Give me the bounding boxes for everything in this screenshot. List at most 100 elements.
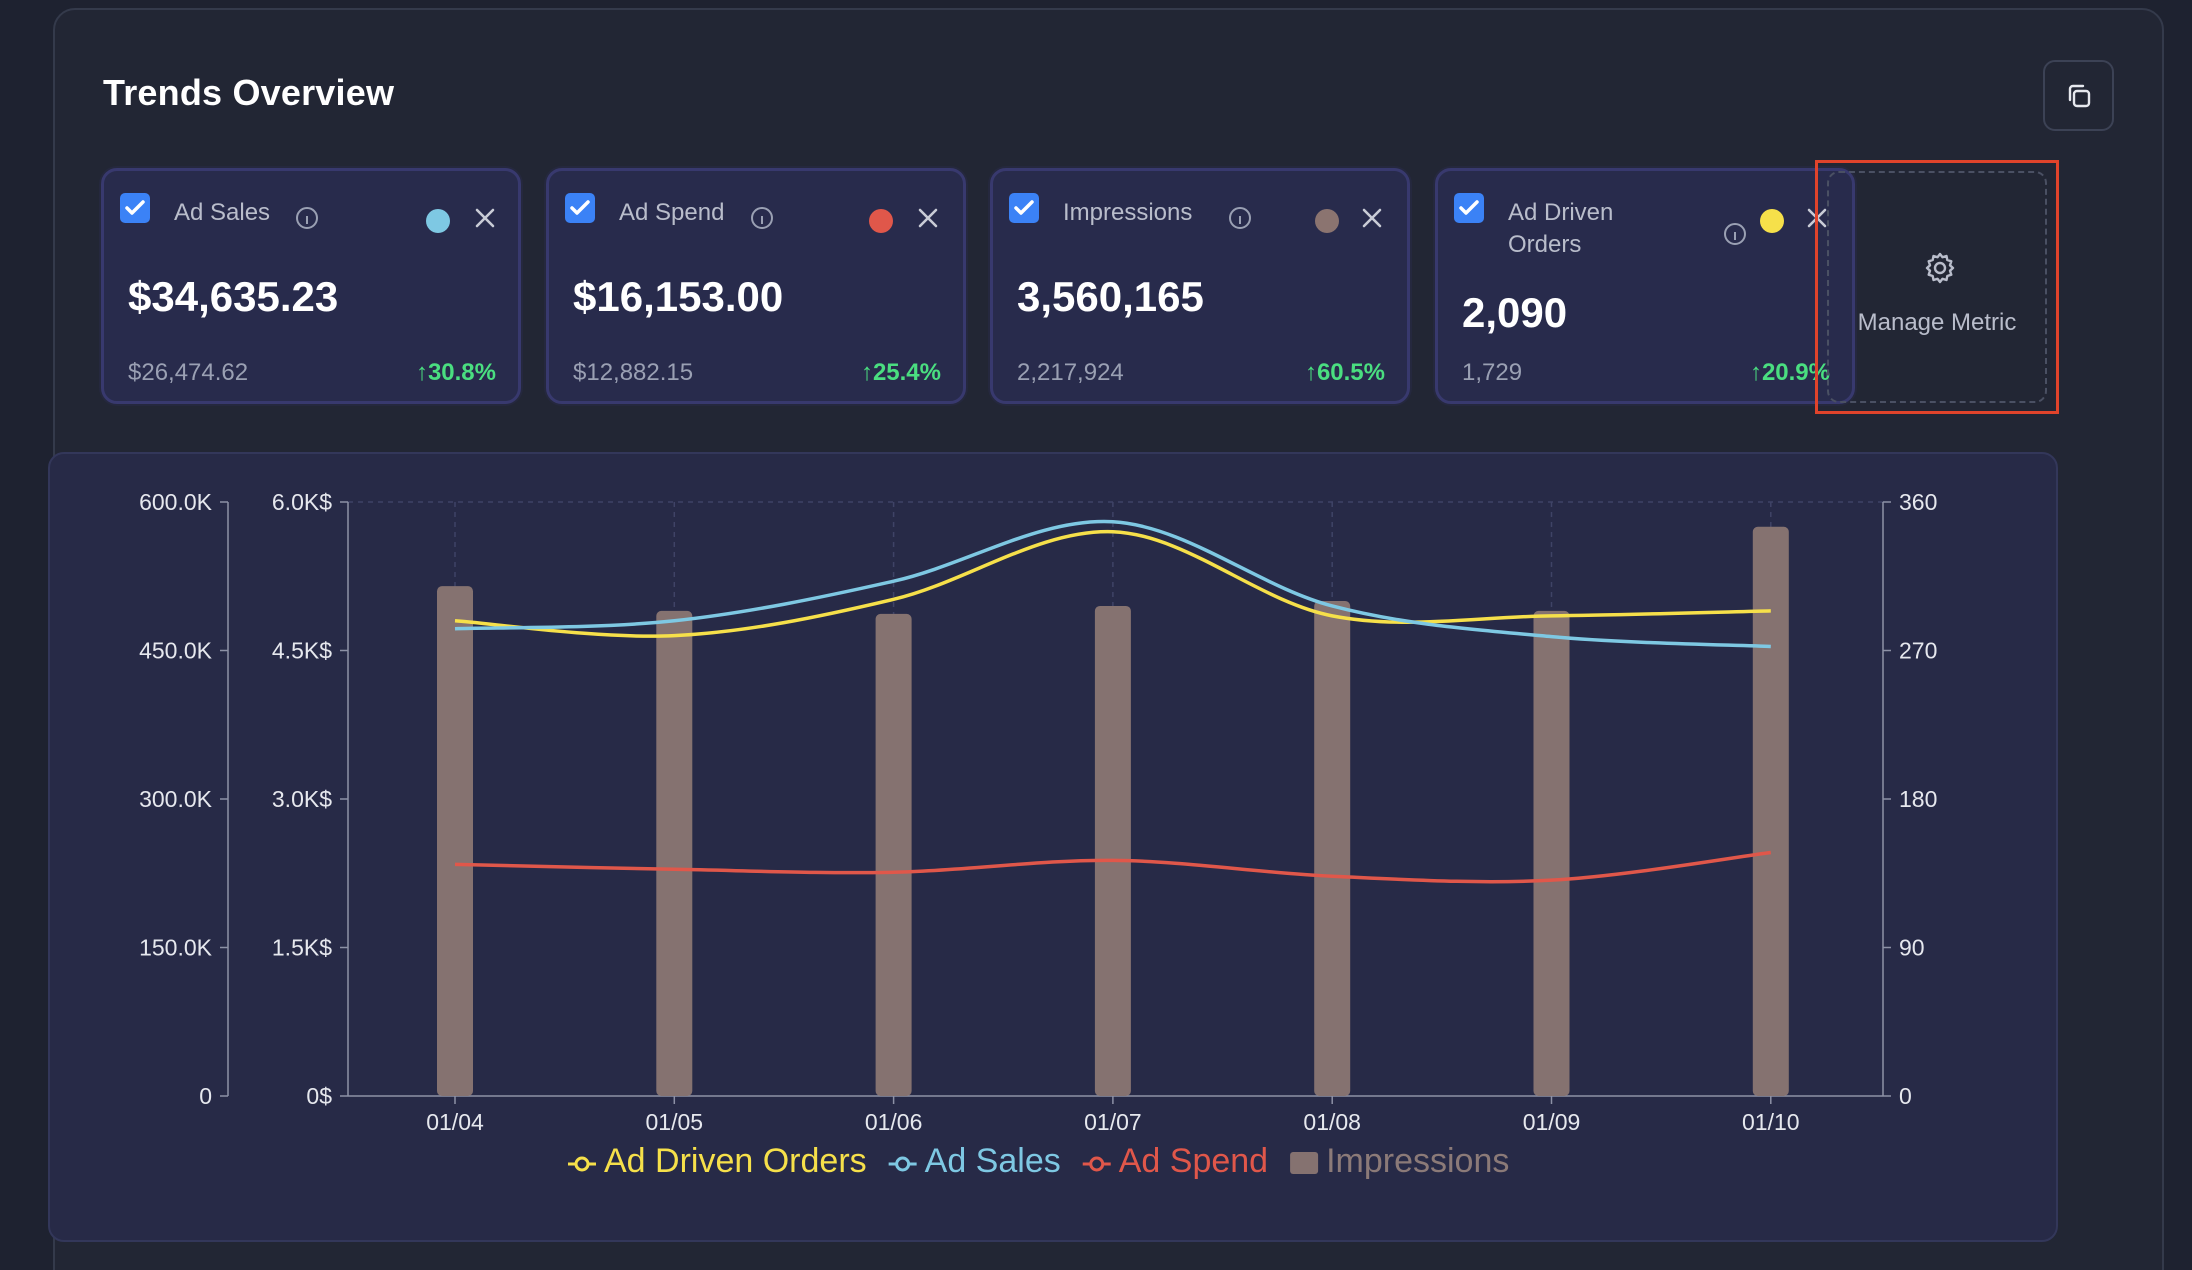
currency-axis-tick-label: 1.5K$ <box>272 935 332 961</box>
ad-sales-line <box>454 519 1771 649</box>
metric-value: 3,560,165 <box>1017 273 1204 320</box>
metric-label: Ad Sales <box>174 199 271 226</box>
series-color-dot <box>1760 209 1784 233</box>
metric-value: $16,153.00 <box>573 273 784 320</box>
checkmark-icon <box>1014 200 1034 215</box>
close-icon[interactable] <box>1359 205 1385 231</box>
ad-spend-line <box>454 850 1772 884</box>
ad-driven-orders-line <box>454 529 1771 638</box>
impressions-bars <box>437 526 1789 1096</box>
currency-axis-tick-label: 0$ <box>306 1083 332 1109</box>
checkmark-icon <box>1459 200 1479 215</box>
copy-button[interactable] <box>2043 60 2114 131</box>
metric-label-line1: Ad Driven <box>1508 199 1614 226</box>
arrow-up-icon: ↑ <box>1749 359 1762 386</box>
legend-label-ad-spend[interactable]: Ad Spend <box>1119 1142 1268 1180</box>
chart-lines <box>454 519 1772 884</box>
impressions-axis-tick-label: 150.0K <box>139 935 213 961</box>
orders-axis-tick-label: 0 <box>1899 1083 1912 1109</box>
impressions-bar <box>437 586 473 1096</box>
metric-card-ad-sales[interactable]: Ad Sales $34,635.23 $26,474.62 ↑30.8% <box>101 168 521 404</box>
page-title: Trends Overview <box>103 72 395 113</box>
manage-metric-label: Manage Metric <box>1857 309 2017 336</box>
metric-value: 2,090 <box>1462 289 1568 336</box>
impressions-bar <box>656 610 693 1096</box>
chart-legend[interactable]: Ad Driven Orders Ad Sales Ad Spend Impressi… <box>568 1142 1509 1180</box>
x-axis-tick-label: 01/04 <box>426 1109 484 1135</box>
impressions-bar <box>1094 605 1131 1096</box>
impressions-axis-tick-label: 450.0K <box>139 638 213 664</box>
currency-axis-tick-label: 6.0K$ <box>272 489 332 515</box>
legend-marker-dot-ad-spend <box>1089 1156 1105 1172</box>
x-axis-tick-label: 01/10 <box>1742 1109 1800 1135</box>
impressions-axis-tick-label: 0 <box>199 1083 212 1109</box>
series-color-dot <box>426 209 450 233</box>
checkmark-icon <box>570 200 590 215</box>
x-axis-tick-label: 01/06 <box>865 1109 923 1135</box>
manage-metric-button[interactable]: Manage Metric <box>1827 171 2047 403</box>
impressions-axis-tick-label: 300.0K <box>139 786 213 812</box>
metric-label-line2: Orders <box>1508 231 1582 258</box>
orders-axis-tick-label: 270 <box>1899 638 1937 664</box>
legend-marker-impressions <box>1290 1152 1319 1174</box>
trends-chart: 0 150.0K 300.0K 450.0K 600.0K 0$ 1.5K$ 3.0K$ 4.5… <box>139 489 1937 1180</box>
checkbox-impressions[interactable] <box>1009 193 1039 223</box>
x-axis-tick-label: 01/07 <box>1084 1109 1142 1135</box>
orders-axis-tick-label: 90 <box>1899 935 1925 961</box>
impressions-bar <box>1533 610 1570 1096</box>
metric-change: ↑20.9% <box>1750 359 1830 387</box>
checkbox-ad-sales[interactable] <box>120 193 150 223</box>
info-icon[interactable] <box>751 207 773 229</box>
metric-previous-value: $26,474.62 <box>128 359 249 386</box>
series-color-dot <box>1315 209 1339 233</box>
legend-label-ad-driven-orders[interactable]: Ad Driven Orders <box>604 1142 867 1180</box>
metric-label: Ad Driven Orders <box>1508 197 1613 261</box>
manage-metric-highlight: Manage Metric <box>1815 160 2059 414</box>
trends-chart-container: 0 150.0K 300.0K 450.0K 600.0K 0$ 1.5K$ 3.0K$ 4.5… <box>48 452 2058 1242</box>
info-icon[interactable] <box>1229 207 1251 229</box>
metric-previous-value: 2,217,924 <box>1017 359 1124 386</box>
metric-value: $34,635.23 <box>128 273 339 320</box>
metric-change: ↑25.4% <box>861 359 941 387</box>
chart-axes: 0 150.0K 300.0K 450.0K 600.0K 0$ 1.5K$ 3.0K$ 4.5… <box>139 489 1937 1135</box>
info-icon[interactable] <box>1724 223 1746 245</box>
series-color-dot <box>869 209 893 233</box>
checkbox-ad-spend[interactable] <box>565 193 595 223</box>
metric-change-value: 20.9% <box>1761 359 1830 386</box>
info-icon[interactable] <box>296 207 318 229</box>
x-axis-tick-label: 01/08 <box>1303 1109 1361 1135</box>
metric-label: Ad Spend <box>619 199 725 226</box>
legend-label-ad-sales[interactable]: Ad Sales <box>925 1142 1061 1180</box>
impressions-axis-tick-label: 600.0K <box>139 489 213 515</box>
metric-previous-value: 1,729 <box>1462 359 1523 386</box>
currency-axis-tick-label: 4.5K$ <box>272 638 332 664</box>
close-icon[interactable] <box>472 205 498 231</box>
checkmark-icon <box>125 200 145 215</box>
checkbox-ad-driven-orders[interactable] <box>1454 193 1484 223</box>
close-icon[interactable] <box>915 205 941 231</box>
metric-change: ↑60.5% <box>1305 359 1385 387</box>
metric-card-ad-driven-orders[interactable]: Ad Driven Orders 2,090 1,729 ↑20.9% <box>1435 168 1855 404</box>
currency-axis-tick-label: 3.0K$ <box>272 786 332 812</box>
legend-label-impressions[interactable]: Impressions <box>1326 1142 1509 1180</box>
metric-card-impressions[interactable]: Impressions 3,560,165 2,217,924 ↑60.5% <box>990 168 1410 404</box>
metric-change-value: 25.4% <box>872 359 941 386</box>
orders-axis-tick-label: 360 <box>1899 489 1937 515</box>
arrow-up-icon: ↑ <box>860 359 873 386</box>
impressions-bar <box>875 613 912 1096</box>
legend-marker-dot-ad-sales <box>895 1156 911 1172</box>
copy-icon <box>2068 84 2090 107</box>
metric-label: Impressions <box>1063 199 1193 226</box>
metric-change-value: 30.8% <box>427 359 496 386</box>
arrow-up-icon: ↑ <box>415 359 428 386</box>
arrow-up-icon: ↑ <box>1304 359 1317 386</box>
x-axis-tick-label: 01/05 <box>646 1109 704 1135</box>
x-axis-tick-label: 01/09 <box>1523 1109 1581 1135</box>
orders-axis-tick-label: 180 <box>1899 786 1937 812</box>
impressions-bar <box>1752 526 1789 1096</box>
impressions-bar <box>1314 601 1351 1096</box>
legend-marker-dot-ad-driven-orders <box>574 1156 590 1172</box>
metric-card-ad-spend[interactable]: Ad Spend $16,153.00 $12,882.15 ↑25.4% <box>546 168 966 404</box>
metric-change: ↑30.8% <box>416 359 496 387</box>
metric-previous-value: $12,882.15 <box>573 359 694 386</box>
